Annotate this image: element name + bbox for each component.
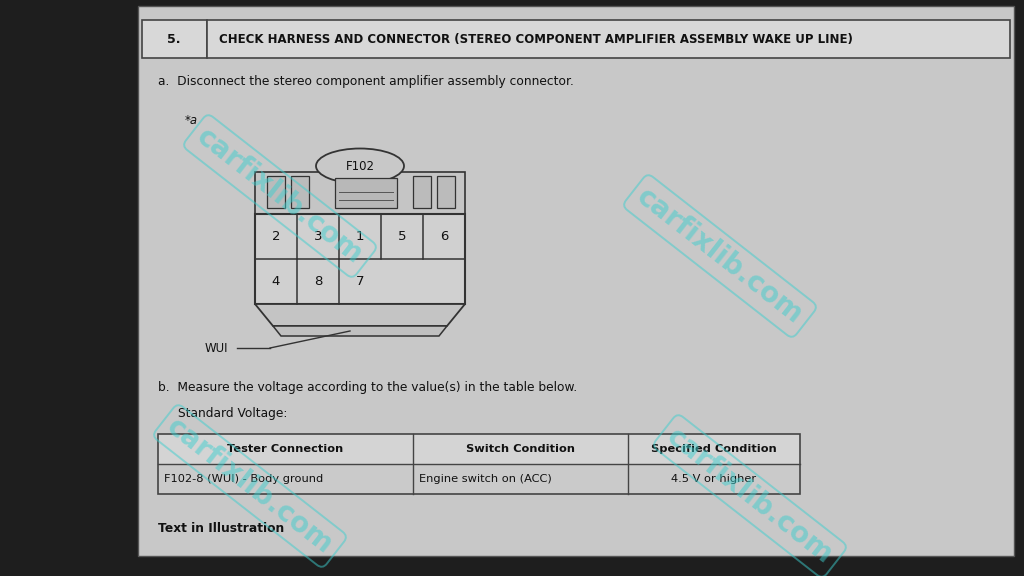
- Text: 8: 8: [313, 275, 323, 288]
- Text: a.  Disconnect the stereo component amplifier assembly connector.: a. Disconnect the stereo component ampli…: [158, 74, 573, 88]
- Text: b.  Measure the voltage according to the value(s) in the table below.: b. Measure the voltage according to the …: [158, 381, 578, 395]
- Text: Text in Illustration: Text in Illustration: [158, 521, 285, 535]
- Bar: [158, 434, 800, 464]
- Text: F102-8 (WUI) - Body ground: F102-8 (WUI) - Body ground: [164, 474, 324, 484]
- Text: 1: 1: [355, 230, 365, 243]
- Text: 3: 3: [313, 230, 323, 243]
- Text: Standard Voltage:: Standard Voltage:: [178, 407, 288, 420]
- Text: 7: 7: [355, 275, 365, 288]
- Text: F102: F102: [345, 160, 375, 172]
- Polygon shape: [273, 326, 447, 336]
- Text: 4.5 V or higher: 4.5 V or higher: [672, 474, 757, 484]
- Bar: [437, 176, 455, 208]
- Text: 2: 2: [271, 230, 281, 243]
- Bar: [335, 178, 397, 208]
- Polygon shape: [255, 304, 465, 326]
- Text: 5: 5: [397, 230, 407, 243]
- Text: carfixlib.com: carfixlib.com: [632, 183, 809, 329]
- Bar: [255, 172, 465, 214]
- Text: Tester Connection: Tester Connection: [227, 444, 344, 454]
- Text: Engine switch on (ACC): Engine switch on (ACC): [419, 474, 552, 484]
- Bar: [291, 176, 309, 208]
- Text: CHECK HARNESS AND CONNECTOR (STEREO COMPONENT AMPLIFIER ASSEMBLY WAKE UP LINE): CHECK HARNESS AND CONNECTOR (STEREO COMP…: [219, 32, 853, 46]
- Text: 6: 6: [440, 230, 449, 243]
- Bar: [255, 214, 465, 304]
- Bar: [267, 176, 285, 208]
- Bar: [207, 20, 1010, 58]
- Text: *a: *a: [185, 115, 198, 127]
- Ellipse shape: [316, 149, 404, 184]
- Bar: [158, 434, 800, 494]
- Bar: [413, 176, 431, 208]
- Bar: [142, 20, 207, 58]
- Bar: [158, 464, 800, 494]
- Text: carfixlib.com: carfixlib.com: [662, 423, 839, 570]
- Text: 5.: 5.: [167, 32, 181, 46]
- Text: carfixlib.com: carfixlib.com: [191, 123, 369, 270]
- Text: WUI: WUI: [205, 342, 228, 354]
- Text: Specified Condition: Specified Condition: [651, 444, 777, 454]
- Text: 4: 4: [271, 275, 281, 288]
- Text: Switch Condition: Switch Condition: [466, 444, 575, 454]
- Text: carfixlib.com: carfixlib.com: [162, 412, 339, 559]
